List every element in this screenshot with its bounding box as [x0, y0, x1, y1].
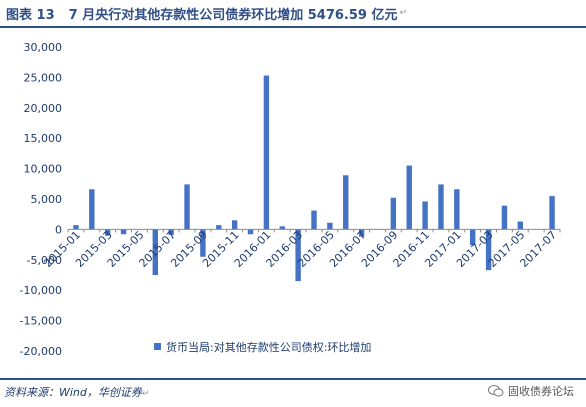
watermark: 固收债券论坛: [486, 383, 576, 399]
bar: [549, 196, 555, 230]
y-tick-label: 0: [55, 223, 62, 236]
y-tick-label: 30,000: [24, 41, 63, 54]
bar: [311, 210, 317, 230]
y-tick-label: -15,000: [20, 315, 62, 328]
bar: [89, 189, 95, 230]
paragraph-mark: ↵: [399, 8, 408, 18]
paragraph-mark: ↵: [141, 389, 150, 399]
bar: [343, 175, 349, 230]
bar: [406, 165, 412, 230]
bar: [485, 229, 492, 271]
y-tick-label: 10,000: [24, 163, 63, 176]
bar: [501, 205, 508, 230]
bar-chart: 30,000 25,000 20,000 15,000 10,000 5,000 0 -5,0…: [20, 41, 561, 358]
y-tick-label: 5,000: [31, 193, 63, 206]
bar-series: [73, 75, 555, 282]
bar: [279, 226, 285, 230]
y-tick-label: 20,000: [24, 102, 63, 115]
figure-title-text: 7 月央行对其他存款性公司债券环比增加 5476.59 亿元: [68, 7, 398, 23]
bar: [104, 229, 111, 236]
y-tick-label: 25,000: [24, 71, 63, 84]
wechat-icon: [488, 385, 504, 397]
bar: [470, 229, 476, 246]
legend-swatch: [154, 343, 161, 350]
bar: [200, 229, 206, 257]
bar: [263, 75, 270, 230]
y-tick-label: -5,000: [27, 254, 62, 267]
bar: [454, 189, 460, 230]
bar: [358, 229, 365, 237]
source-text: 资料来源：Wind，华创证券: [4, 386, 142, 399]
bar: [295, 229, 301, 282]
y-tick-label: -10,000: [20, 284, 62, 297]
watermark-text: 固收债券论坛: [508, 385, 574, 398]
bar: [152, 229, 158, 275]
bar: [247, 229, 254, 235]
bar: [216, 225, 222, 230]
bar: [327, 222, 333, 230]
legend-label: 货币当局:对其他存款性公司债权:环比增加: [166, 340, 371, 354]
legend: 货币当局:对其他存款性公司债权:环比增加: [154, 340, 371, 354]
bar: [517, 221, 524, 230]
bar: [184, 184, 190, 230]
bar: [168, 229, 174, 235]
y-axis: 30,000 25,000 20,000 15,000 10,000 5,000 0 -5,0…: [20, 41, 62, 358]
figure-title: 图表 13 7 月央行对其他存款性公司债券环比增加 5476.59 亿元 ↵: [0, 0, 586, 28]
bar: [390, 197, 397, 230]
bar: [422, 201, 428, 230]
y-tick-label: -20,000: [20, 345, 62, 358]
bar: [231, 220, 238, 230]
bar: [120, 229, 127, 235]
figure-number: 图表 13: [6, 7, 55, 23]
bar: [438, 184, 444, 230]
source-note: 资料来源：Wind，华创证券↵: [0, 378, 586, 407]
y-tick-label: 15,000: [24, 132, 63, 145]
bar: [73, 225, 79, 230]
